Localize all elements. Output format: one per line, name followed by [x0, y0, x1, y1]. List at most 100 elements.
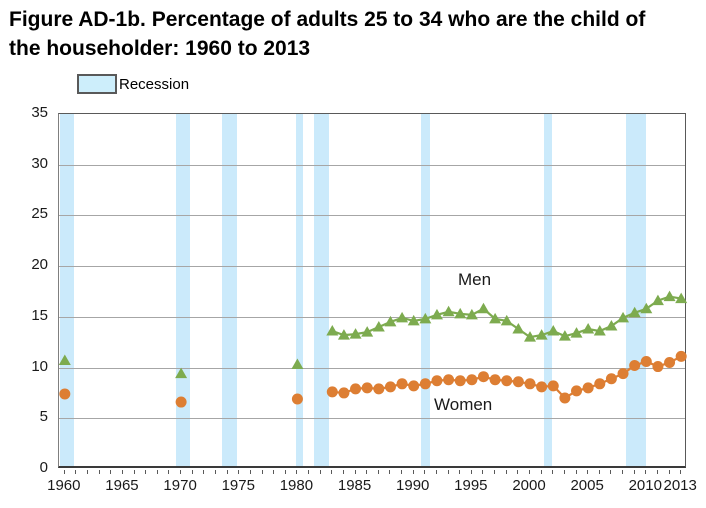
recession-band — [543, 114, 553, 466]
recession-band — [221, 114, 237, 466]
x-tick — [424, 470, 426, 474]
x-axis-label: 2010 — [628, 477, 662, 494]
men-marker — [512, 323, 525, 334]
x-tick — [482, 470, 484, 474]
x-tick — [494, 470, 496, 474]
men-marker — [663, 290, 676, 302]
men-marker — [605, 319, 618, 331]
x-tick — [610, 470, 612, 474]
men-marker — [477, 302, 490, 314]
men-marker — [337, 329, 350, 340]
men-marker — [396, 311, 409, 323]
recession-legend: Recession — [77, 74, 189, 94]
gridline — [59, 418, 685, 420]
y-axis-label: 35 — [31, 104, 48, 121]
recession-band — [296, 114, 303, 466]
women-marker — [524, 378, 536, 390]
women-marker — [489, 374, 501, 386]
x-tick — [180, 470, 182, 474]
x-tick — [273, 470, 275, 474]
x-tick — [633, 470, 635, 474]
x-tick — [470, 470, 472, 474]
women-marker — [594, 378, 606, 390]
women-marker — [361, 382, 373, 394]
women-marker — [373, 383, 385, 395]
x-tick — [552, 470, 554, 474]
x-tick — [87, 470, 89, 474]
x-tick — [668, 470, 670, 474]
x-tick — [366, 470, 368, 474]
x-tick — [459, 470, 461, 474]
x-tick — [191, 470, 193, 474]
x-tick — [296, 470, 298, 474]
x-tick — [145, 470, 147, 474]
x-tick — [121, 470, 123, 474]
women-marker — [652, 361, 664, 373]
women-marker — [512, 376, 524, 388]
gridline — [59, 164, 685, 166]
women-marker — [326, 386, 338, 398]
x-tick — [447, 470, 449, 474]
gridline — [59, 316, 685, 318]
x-tick — [308, 470, 310, 474]
women-marker — [175, 396, 187, 408]
x-tick — [517, 470, 519, 474]
x-tick — [284, 470, 286, 474]
men-marker — [524, 331, 536, 342]
women-marker — [466, 374, 478, 386]
recession-band — [314, 114, 329, 466]
x-tick — [389, 470, 391, 474]
x-axis-label: 1965 — [105, 477, 139, 494]
y-axis-label: 30 — [31, 154, 48, 172]
x-tick — [331, 470, 333, 474]
men-marker — [593, 325, 606, 336]
x-tick — [645, 470, 647, 474]
women-marker — [571, 385, 583, 397]
men-marker — [535, 329, 548, 340]
men-marker — [675, 292, 688, 304]
women-marker — [640, 355, 652, 367]
men-marker — [384, 315, 397, 327]
women-marker — [664, 357, 676, 368]
x-axis-label: 1970 — [163, 477, 197, 494]
x-axis-label: 1995 — [454, 477, 488, 494]
x-tick — [156, 470, 158, 474]
men-marker — [651, 294, 664, 306]
recession-band — [420, 114, 430, 466]
women-marker — [59, 388, 71, 400]
x-tick — [505, 470, 507, 474]
men-marker — [582, 323, 595, 334]
men-marker — [454, 307, 467, 319]
y-axis-label: 20 — [31, 256, 48, 274]
men-marker — [640, 302, 653, 314]
x-tick — [249, 470, 251, 474]
x-tick — [168, 470, 170, 474]
x-tick — [75, 470, 77, 474]
women-marker — [536, 381, 548, 393]
women-marker — [408, 380, 420, 392]
x-tick — [563, 470, 565, 474]
women-marker — [338, 387, 350, 399]
men-marker — [558, 330, 571, 341]
gridline — [59, 215, 685, 217]
recession-legend-label: Recession — [119, 75, 190, 93]
x-tick — [656, 470, 658, 474]
women-marker — [629, 360, 641, 372]
x-axis-label: 2013 — [663, 477, 697, 494]
men-series-label: Men — [458, 270, 492, 289]
men-marker — [465, 308, 478, 320]
x-axis-label: 1990 — [396, 477, 430, 494]
x-tick — [575, 470, 577, 474]
y-axis-label: 15 — [31, 306, 48, 324]
men-series — [58, 290, 688, 379]
x-tick — [622, 470, 624, 474]
men-marker — [617, 311, 630, 323]
x-tick — [133, 470, 135, 474]
women-marker — [384, 381, 396, 393]
women-marker — [617, 368, 629, 380]
women-marker — [477, 371, 489, 383]
recession-band — [625, 114, 646, 466]
y-axis-label: 10 — [31, 357, 48, 375]
women-marker — [605, 373, 617, 385]
